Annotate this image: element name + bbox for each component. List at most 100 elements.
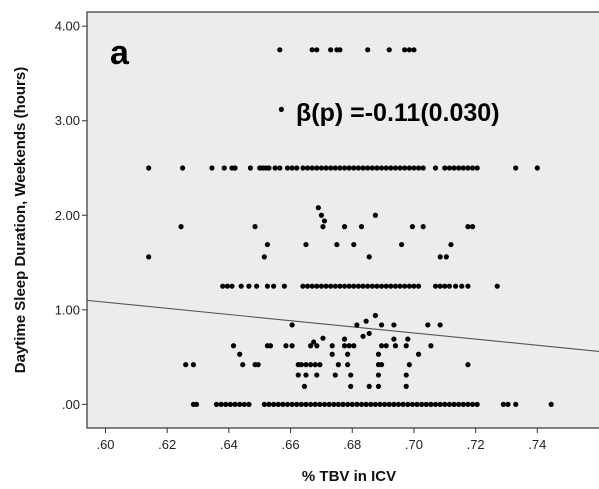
data-point <box>474 401 480 407</box>
data-point <box>345 362 351 368</box>
data-point <box>314 165 320 171</box>
data-point <box>289 165 295 171</box>
data-point <box>309 47 315 53</box>
x-axis: .60 .62 .64 .66 .68 .70 .72 .74 <box>96 428 546 452</box>
data-point <box>300 165 306 171</box>
data-point <box>328 165 334 171</box>
data-point <box>366 254 372 260</box>
data-point <box>358 224 365 230</box>
data-point <box>275 401 281 407</box>
data-point <box>294 165 300 171</box>
plot-frame <box>86 11 599 429</box>
data-point <box>494 283 500 289</box>
data-point <box>397 283 403 289</box>
data-point <box>383 165 389 171</box>
data-point <box>391 336 397 342</box>
data-point <box>308 362 314 368</box>
data-point <box>178 224 184 230</box>
data-point <box>221 165 227 171</box>
data-point <box>363 318 369 324</box>
data-point <box>351 283 357 289</box>
data-point <box>534 165 540 171</box>
data-point <box>294 401 300 407</box>
data-point <box>513 165 519 171</box>
data-point <box>465 165 471 171</box>
data-point <box>303 241 309 248</box>
data-point <box>237 351 243 357</box>
data-point <box>451 165 457 171</box>
data-point <box>456 401 462 407</box>
data-point <box>460 165 466 171</box>
data-point <box>314 343 320 349</box>
data-point <box>351 241 357 248</box>
data-point <box>399 241 405 248</box>
data-point <box>277 47 283 53</box>
data-point <box>280 401 286 407</box>
data-point <box>337 283 343 289</box>
data-point <box>341 224 348 230</box>
data-point <box>428 343 434 349</box>
data-point <box>446 283 453 289</box>
data-point <box>247 165 254 171</box>
data-point <box>146 165 152 171</box>
data-point <box>378 362 385 368</box>
data-point <box>460 401 466 407</box>
data-point <box>320 335 326 341</box>
data-point <box>360 333 366 339</box>
data-point <box>246 401 252 407</box>
data-point <box>312 401 318 407</box>
y-tick-label: 4.00 <box>55 19 80 34</box>
data-point <box>308 343 314 349</box>
x-tick-label: .70 <box>405 437 423 452</box>
data-point <box>366 383 372 389</box>
data-point <box>415 165 422 171</box>
data-point <box>314 283 320 289</box>
data-point <box>271 283 277 289</box>
data-point <box>320 224 326 230</box>
data-point <box>400 401 406 407</box>
data-point <box>505 401 511 407</box>
y-tick-label: .00 <box>62 397 80 412</box>
data-point <box>355 283 362 289</box>
regression-annotation: β(p) =-0.11(0.030) <box>296 99 500 127</box>
data-point <box>365 47 371 53</box>
regression-line <box>86 299 599 352</box>
y-tick-label: 2.00 <box>55 208 80 223</box>
data-point <box>375 383 382 389</box>
data-point <box>230 343 237 349</box>
data-point <box>213 401 220 407</box>
data-point <box>267 343 274 349</box>
data-point <box>403 383 409 389</box>
data-point <box>346 343 352 349</box>
data-point <box>442 401 448 407</box>
data-point <box>289 322 295 328</box>
data-point <box>414 401 420 407</box>
data-point <box>326 401 332 407</box>
data-point <box>303 401 309 407</box>
data-point <box>232 165 238 171</box>
data-point <box>363 401 369 407</box>
data-point <box>321 218 328 224</box>
data-point <box>409 224 415 230</box>
data-point <box>283 343 289 349</box>
data-point <box>403 372 409 378</box>
data-point <box>255 362 261 368</box>
data-point <box>303 362 309 368</box>
panel-label: a <box>110 34 130 72</box>
x-tick-label: .60 <box>96 437 114 452</box>
data-point <box>443 254 449 260</box>
data-point <box>391 322 397 328</box>
data-point <box>411 165 417 171</box>
data-point <box>335 401 341 407</box>
data-point <box>341 283 348 289</box>
data-point <box>349 401 355 407</box>
data-point <box>335 362 341 368</box>
data-point <box>378 343 385 349</box>
data-point <box>334 241 340 248</box>
data-point <box>304 283 311 289</box>
data-point <box>329 351 335 357</box>
data-point <box>317 362 323 368</box>
data-point <box>500 401 506 407</box>
data-point <box>375 351 382 357</box>
data-point <box>446 165 453 171</box>
